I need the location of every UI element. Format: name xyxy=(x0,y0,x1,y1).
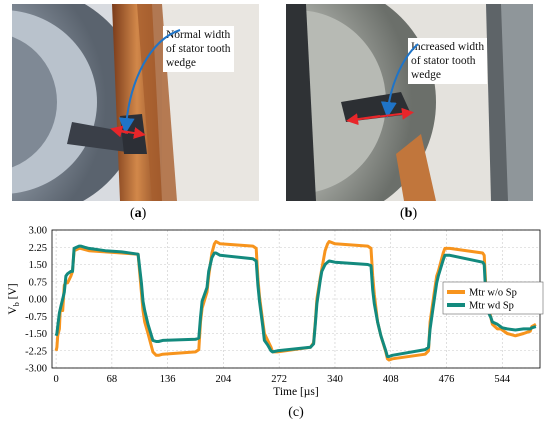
series-line xyxy=(54,244,537,358)
y-axis-title: Vb [V] xyxy=(7,283,21,314)
x-tick-label: 544 xyxy=(494,374,511,385)
x-tick-labels: 0 68 136 204 272 340 408 476 544 xyxy=(53,374,510,385)
y-tick-label: 0.00 xyxy=(29,295,47,306)
x-tick-label: 136 xyxy=(160,374,176,385)
callout-line: Increased width xyxy=(411,41,485,53)
panel-label-b: (b) xyxy=(400,206,418,221)
x-tick-label: 0 xyxy=(53,374,58,385)
x-axis-title: Time [µs] xyxy=(273,386,319,398)
x-tick-label: 476 xyxy=(439,374,455,385)
legend-entry: Mtr w/o Sp xyxy=(469,288,517,299)
panel-label-a: (a) xyxy=(130,206,147,221)
y-tick-label: 1.50 xyxy=(29,260,47,271)
chart-series xyxy=(54,240,537,362)
y-axis-title-unit: [V] xyxy=(7,283,19,302)
callout-line: of stator tooth xyxy=(411,55,476,67)
callout-normal-width: Normal width of stator tooth wedge xyxy=(163,26,234,72)
y-tick-label: 2.25 xyxy=(29,243,47,254)
callout-increased-width: Increased width of stator tooth wedge xyxy=(408,38,488,84)
panel-label-c: (c) xyxy=(288,405,304,420)
y-tick-label: 0.75 xyxy=(29,277,47,288)
callout-line: wedge xyxy=(166,57,197,69)
x-tick-label: 408 xyxy=(383,374,399,385)
callout-line: Normal width xyxy=(166,29,231,41)
y-tick-label: -2.25 xyxy=(25,346,47,357)
legend-entry: Mtr wd Sp xyxy=(469,301,514,312)
callout-line: wedge xyxy=(411,69,442,81)
x-tick-label: 68 xyxy=(107,374,118,385)
y-tick-label: -3.00 xyxy=(25,364,47,375)
x-tick-label: 340 xyxy=(327,374,343,385)
x-tick-label: 272 xyxy=(271,374,287,385)
blue-arrow-b xyxy=(380,43,419,118)
y-axis-title-subscript: b xyxy=(12,302,21,306)
blue-arrow-a xyxy=(118,29,181,134)
y-tick-label: -1.50 xyxy=(25,329,47,340)
callout-line: of stator tooth xyxy=(166,43,231,55)
chart-legend: Mtr w/o Sp Mtr wd Sp xyxy=(442,281,544,315)
legend-box xyxy=(442,281,544,315)
waveform-chart: 3.00 2.25 1.50 0.75 0.00 -0.75 -1.50 -2.25 -3.00… xyxy=(7,226,544,420)
y-tick-label: 3.00 xyxy=(29,226,47,237)
x-tick-label: 204 xyxy=(216,374,233,385)
y-tick-label: -0.75 xyxy=(25,312,47,323)
y-tick-labels: 3.00 2.25 1.50 0.75 0.00 -0.75 -1.50 -2.25 -3.00 xyxy=(25,226,47,375)
photo-annotations xyxy=(110,29,419,139)
y-axis-title-symbol: V xyxy=(7,306,19,315)
